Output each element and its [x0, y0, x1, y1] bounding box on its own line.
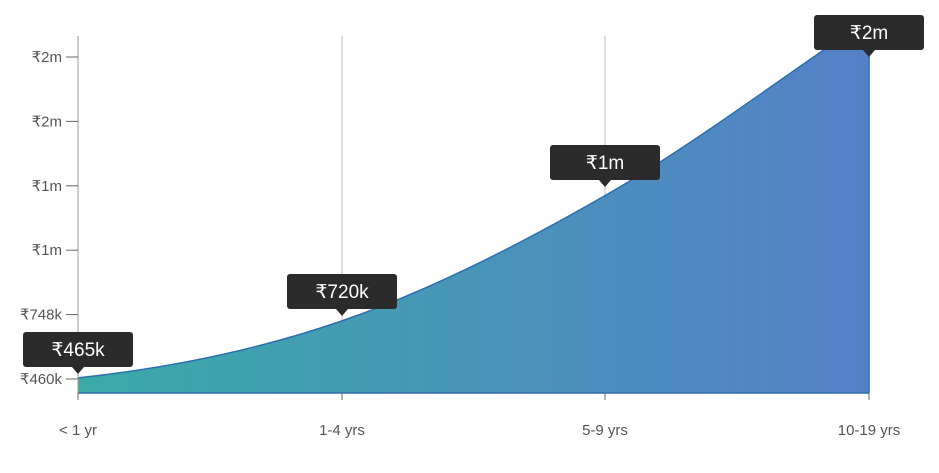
data-label-box [814, 15, 924, 50]
x-tick-label: < 1 yr [59, 422, 97, 439]
data-label-box [287, 274, 397, 309]
y-tick-label: ₹1m [32, 178, 62, 195]
series-line [77, 18, 870, 379]
data-label-pointer [863, 50, 875, 57]
data-label-text: ₹1m [586, 153, 624, 174]
area-fill [78, 18, 869, 393]
x-tick-label: 5-9 yrs [582, 422, 628, 439]
y-tick-label: ₹2m [32, 113, 62, 130]
x-tick-label: 10-19 yrs [838, 422, 901, 439]
y-tick-label: ₹460k [20, 371, 63, 388]
data-label-pointer [599, 180, 611, 187]
x-tick-label: 1-4 yrs [319, 422, 365, 439]
data-label-box [550, 145, 660, 180]
area-series [77, 18, 870, 394]
data-label: ₹720k [287, 274, 397, 316]
data-label-pointer [336, 309, 348, 316]
y-tick-label: ₹1m [32, 242, 62, 259]
data-label-text: ₹2m [850, 23, 888, 44]
axes: ₹460k ₹748k ₹1m ₹1m ₹2m ₹2m < 1 yr 1-4 yrs 5-9 y… [20, 36, 900, 439]
data-label: ₹2m [814, 15, 924, 57]
y-tick-label: ₹748k [20, 307, 63, 324]
data-label-text: ₹720k [315, 282, 369, 303]
data-label: ₹465k [23, 332, 133, 374]
data-label-text: ₹465k [51, 340, 105, 361]
data-label-box [23, 332, 133, 367]
data-label: ₹1m [550, 145, 660, 187]
data-label-pointer [72, 367, 84, 374]
y-tick-label: ₹2m [32, 49, 62, 66]
data-labels: ₹465k ₹720k ₹1m ₹2m [23, 15, 924, 374]
